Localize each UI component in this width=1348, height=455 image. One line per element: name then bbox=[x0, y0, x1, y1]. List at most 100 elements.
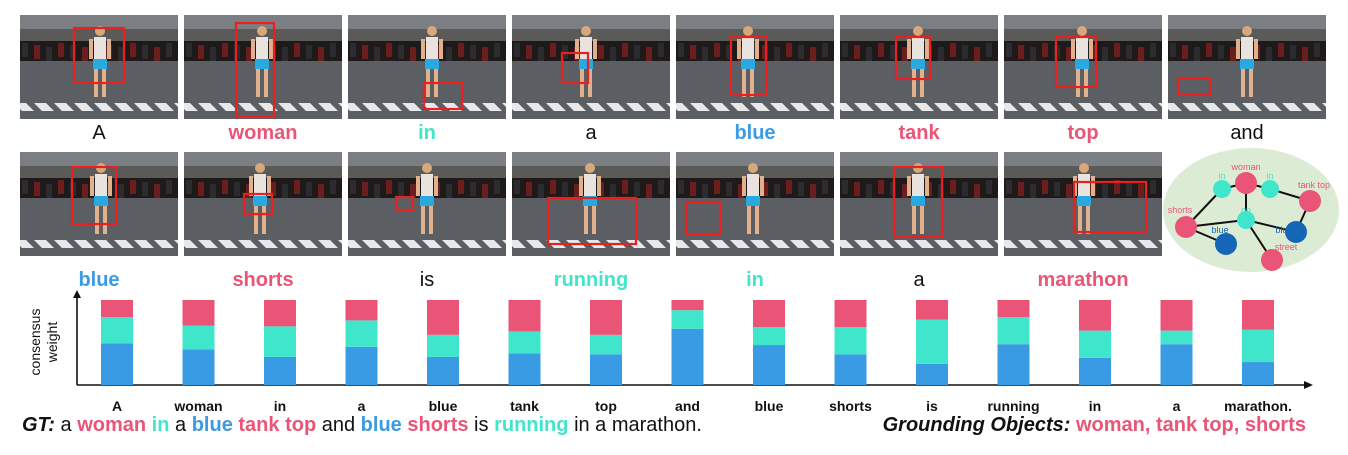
attention-box bbox=[234, 21, 276, 119]
row2-frame bbox=[840, 152, 998, 256]
graph-node-label: shorts bbox=[1168, 205, 1193, 215]
x-tick-label: running bbox=[987, 398, 1039, 414]
graph-node-label: blue bbox=[1275, 225, 1292, 235]
bar-segment bbox=[101, 317, 133, 344]
attention-box bbox=[729, 35, 768, 97]
bar-segment bbox=[997, 317, 1030, 345]
frame-image bbox=[676, 152, 834, 256]
frame-image bbox=[1004, 152, 1162, 256]
frame-image bbox=[512, 152, 670, 256]
consensus-weight-chart: consensusweight A woman in a blue tank top and bl… bbox=[27, 290, 1313, 414]
bar-segment bbox=[182, 349, 215, 385]
graph-node bbox=[1175, 216, 1197, 238]
x-tick-label: blue bbox=[429, 398, 458, 414]
bar-segment bbox=[753, 345, 785, 385]
frame-word: shorts bbox=[232, 269, 294, 291]
bar-segment bbox=[834, 354, 867, 385]
bar-segment bbox=[1079, 300, 1111, 331]
bar-segment bbox=[1242, 300, 1274, 330]
attention-box bbox=[394, 195, 415, 212]
attention-box bbox=[242, 192, 274, 216]
frame-image bbox=[1004, 15, 1162, 119]
row1-frame bbox=[348, 15, 506, 119]
frame-image bbox=[20, 15, 178, 119]
row1-frame bbox=[512, 15, 670, 119]
gt-token: in a marathon. bbox=[574, 414, 702, 436]
row2-frame bbox=[676, 152, 834, 256]
bar-segment bbox=[1242, 362, 1274, 385]
gt-token: running bbox=[494, 414, 569, 436]
bar-segment bbox=[101, 343, 133, 385]
frame-image bbox=[184, 152, 342, 256]
attention-box bbox=[894, 35, 932, 81]
bar-segment bbox=[427, 334, 459, 357]
bar-segment bbox=[508, 331, 541, 354]
bar-segment bbox=[753, 300, 785, 328]
bar-segment bbox=[916, 319, 948, 364]
graph-node-label: street bbox=[1275, 242, 1298, 252]
bar-segment bbox=[916, 300, 948, 320]
attention-box bbox=[72, 26, 126, 85]
bar-segment bbox=[101, 300, 133, 317]
frame-word: woman bbox=[228, 122, 298, 144]
x-tick-label: is bbox=[926, 398, 938, 414]
row2-frame bbox=[512, 152, 670, 256]
y-axis-label: consensusweight bbox=[27, 309, 60, 376]
graph-node bbox=[1261, 180, 1279, 198]
frame-word: a bbox=[585, 122, 597, 144]
ground-truth-caption: GT: a woman in a blue tank top and blue … bbox=[22, 414, 702, 437]
gt-token: a bbox=[175, 414, 187, 436]
attention-box bbox=[1054, 35, 1098, 89]
bar-segment bbox=[508, 300, 541, 332]
bar-segment bbox=[427, 300, 459, 335]
row2-frame bbox=[184, 152, 342, 256]
graph-node-label: woman bbox=[1230, 162, 1260, 172]
frame-image bbox=[512, 15, 670, 119]
row1-frame bbox=[840, 15, 998, 119]
attention-box bbox=[684, 200, 722, 236]
bar-segment bbox=[1242, 329, 1274, 363]
graph-node-label: tank top bbox=[1298, 180, 1330, 190]
bar-segment bbox=[671, 310, 704, 329]
row2-frame bbox=[348, 152, 506, 256]
frame-word: blue bbox=[78, 269, 120, 291]
frame-image bbox=[348, 152, 506, 256]
frame-word: in bbox=[746, 269, 764, 291]
bar-segment bbox=[345, 320, 378, 347]
bar-segment bbox=[264, 356, 296, 385]
frame-image bbox=[184, 15, 342, 119]
row1-frame bbox=[184, 15, 342, 119]
bar-segment bbox=[590, 334, 622, 355]
frame-word: tank bbox=[898, 122, 940, 144]
x-tick-label: blue bbox=[755, 398, 784, 414]
bar-segment bbox=[182, 300, 215, 326]
x-tick-label: woman bbox=[173, 398, 222, 414]
attention-box bbox=[1176, 76, 1212, 97]
gt-token: and bbox=[321, 414, 356, 436]
x-tick-label: top bbox=[595, 398, 617, 414]
row2-frame bbox=[1004, 152, 1162, 256]
x-tick-label: tank bbox=[510, 398, 539, 414]
bar-segment bbox=[182, 325, 215, 350]
x-tick-label: marathon. bbox=[1224, 398, 1292, 414]
frame-image bbox=[676, 15, 834, 119]
frame-word: top bbox=[1067, 122, 1099, 144]
row1-frame bbox=[20, 15, 178, 119]
graph-node bbox=[1235, 172, 1257, 194]
grounding-list: woman, tank top, shorts bbox=[1075, 414, 1306, 436]
graph-node-label: blue bbox=[1211, 225, 1228, 235]
x-tick-label: a bbox=[358, 398, 366, 414]
graph-node bbox=[1215, 233, 1237, 255]
frame-word: is bbox=[419, 269, 435, 291]
gt-token: in bbox=[151, 414, 170, 436]
row1-frame bbox=[676, 15, 834, 119]
bar-segment bbox=[590, 300, 622, 335]
gt-token: a bbox=[60, 414, 72, 436]
graph-node bbox=[1213, 180, 1231, 198]
frame-word: A bbox=[92, 122, 106, 144]
bar-segment bbox=[834, 300, 867, 328]
x-tick-label: a bbox=[1173, 398, 1181, 414]
bar-segment bbox=[264, 300, 296, 327]
frame-word: marathon bbox=[1037, 269, 1129, 291]
